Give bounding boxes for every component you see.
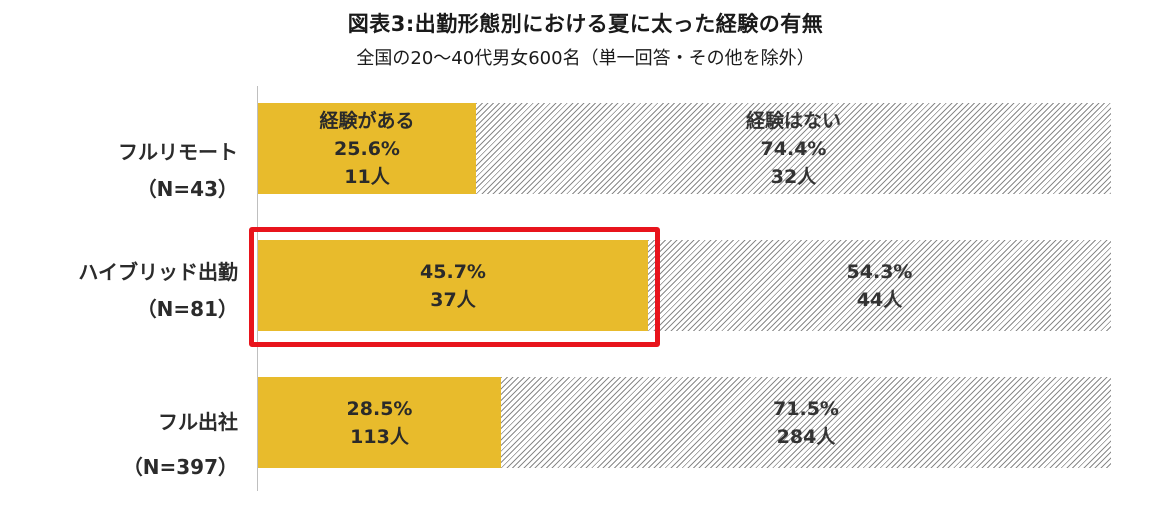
- series-label: 経験がある: [319, 109, 415, 132]
- data-label-percent: 71.5%: [773, 397, 839, 420]
- bar-row: 45.7% 37人 54.3% 44人: [258, 240, 1111, 331]
- data-label-percent: 74.4%: [760, 137, 827, 160]
- bar-segment-experienced: 28.5% 113人: [258, 377, 501, 468]
- series-label: 経験はない: [745, 109, 841, 132]
- data-label-percent: 25.6%: [334, 137, 400, 160]
- bar-row: 経験がある 25.6% 11人 経験はない 74.4% 32人: [258, 103, 1111, 194]
- category-n: （N=397）: [122, 455, 238, 479]
- chart-title: 図表3:出勤形態別における夏に太った経験の有無: [347, 12, 824, 36]
- data-label-percent: 54.3%: [846, 260, 913, 283]
- category-name: フル出社: [158, 410, 238, 434]
- bar-segment-not-experienced: 71.5% 284人: [501, 377, 1111, 468]
- data-label-count: 113人: [350, 425, 409, 448]
- category-axis-line: [257, 86, 258, 491]
- bar-row: 28.5% 113人 71.5% 284人: [258, 377, 1111, 468]
- data-label-count: 37人: [430, 288, 476, 311]
- category-name: ハイブリッド出勤: [78, 260, 238, 284]
- bar-segment-not-experienced: 経験はない 74.4% 32人: [476, 103, 1111, 194]
- data-label-count: 32人: [770, 165, 817, 188]
- data-label-percent: 28.5%: [346, 397, 413, 420]
- data-label-count: 284人: [776, 425, 836, 448]
- data-label-count: 44人: [856, 288, 903, 311]
- highlight-box: [249, 227, 660, 347]
- category-n: （N=81）: [136, 297, 238, 321]
- data-label-percent: 45.7%: [420, 260, 486, 283]
- category-n: （N=43）: [136, 177, 238, 201]
- data-label-count: 11人: [344, 165, 390, 188]
- bar-segment-experienced: 45.7% 37人: [258, 240, 648, 331]
- bar-segment-experienced: 経験がある 25.6% 11人: [258, 103, 476, 194]
- category-name: フルリモート: [118, 140, 238, 164]
- bar-segment-not-experienced: 54.3% 44人: [648, 240, 1111, 331]
- chart-subtitle: 全国の20～40代男女600名（単一回答・その他を除外）: [356, 48, 815, 69]
